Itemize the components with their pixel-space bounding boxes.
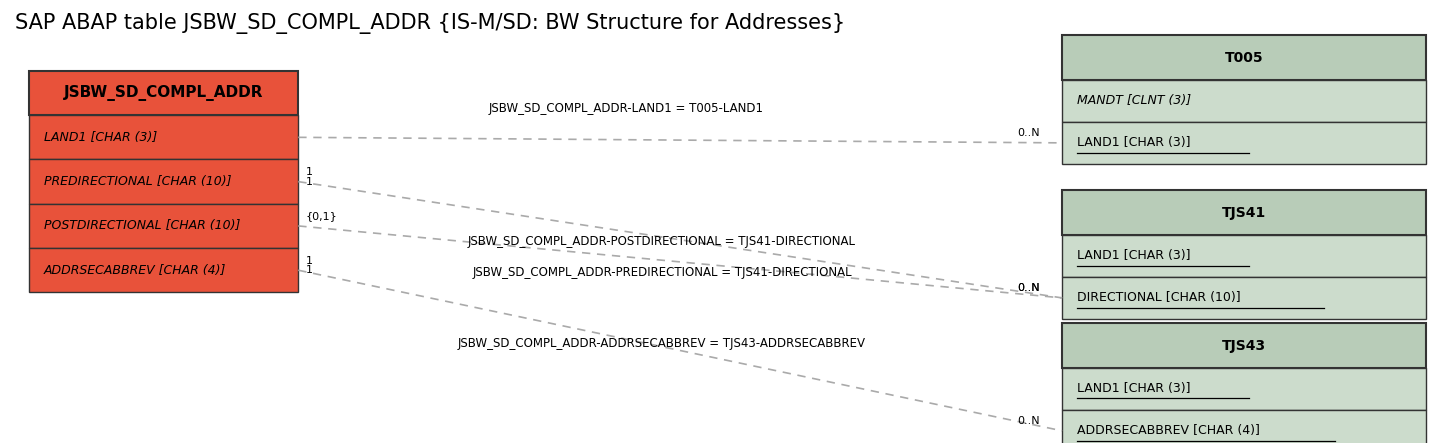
- Text: 0..N: 0..N: [1017, 416, 1040, 426]
- FancyBboxPatch shape: [29, 159, 298, 204]
- FancyBboxPatch shape: [29, 115, 298, 159]
- Text: JSBW_SD_COMPL_ADDR: JSBW_SD_COMPL_ADDR: [64, 85, 263, 101]
- Text: ADDRSECABBREV [CHAR (4)]: ADDRSECABBREV [CHAR (4)]: [1077, 424, 1260, 437]
- Text: 1: 1: [306, 265, 313, 275]
- Text: TJS43: TJS43: [1222, 338, 1266, 353]
- Text: 1: 1: [306, 256, 313, 266]
- FancyBboxPatch shape: [1062, 235, 1426, 277]
- Text: JSBW_SD_COMPL_ADDR-ADDRSECABBREV = TJS43-ADDRSECABBREV: JSBW_SD_COMPL_ADDR-ADDRSECABBREV = TJS43…: [458, 337, 866, 350]
- FancyBboxPatch shape: [1062, 80, 1426, 122]
- Text: LAND1 [CHAR (3)]: LAND1 [CHAR (3)]: [1077, 382, 1190, 395]
- FancyBboxPatch shape: [1062, 35, 1426, 80]
- FancyBboxPatch shape: [1062, 410, 1426, 443]
- Text: JSBW_SD_COMPL_ADDR-PREDIRECTIONAL = TJS41-DIRECTIONAL: JSBW_SD_COMPL_ADDR-PREDIRECTIONAL = TJS4…: [473, 266, 851, 279]
- Text: MANDT [CLNT (3)]: MANDT [CLNT (3)]: [1077, 94, 1190, 107]
- Text: 1: 1: [306, 167, 313, 177]
- Text: JSBW_SD_COMPL_ADDR-LAND1 = T005-LAND1: JSBW_SD_COMPL_ADDR-LAND1 = T005-LAND1: [487, 102, 764, 115]
- FancyBboxPatch shape: [29, 248, 298, 292]
- Text: 1: 1: [306, 177, 313, 187]
- Text: LAND1 [CHAR (3)]: LAND1 [CHAR (3)]: [44, 131, 157, 144]
- Text: ADDRSECABBREV [CHAR (4)]: ADDRSECABBREV [CHAR (4)]: [44, 264, 226, 277]
- FancyBboxPatch shape: [29, 71, 298, 115]
- Text: 0..N: 0..N: [1017, 284, 1040, 293]
- Text: LAND1 [CHAR (3)]: LAND1 [CHAR (3)]: [1077, 249, 1190, 262]
- FancyBboxPatch shape: [1062, 190, 1426, 235]
- Text: T005: T005: [1225, 51, 1263, 65]
- FancyBboxPatch shape: [1062, 122, 1426, 164]
- Text: SAP ABAP table JSBW_SD_COMPL_ADDR {IS-M/SD: BW Structure for Addresses}: SAP ABAP table JSBW_SD_COMPL_ADDR {IS-M/…: [15, 13, 845, 34]
- Text: DIRECTIONAL [CHAR (10)]: DIRECTIONAL [CHAR (10)]: [1077, 291, 1240, 304]
- FancyBboxPatch shape: [29, 204, 298, 248]
- Text: PREDIRECTIONAL [CHAR (10)]: PREDIRECTIONAL [CHAR (10)]: [44, 175, 231, 188]
- Text: TJS41: TJS41: [1222, 206, 1266, 220]
- Text: {0,1}: {0,1}: [306, 211, 338, 222]
- FancyBboxPatch shape: [1062, 277, 1426, 319]
- Text: 0..N: 0..N: [1017, 284, 1040, 293]
- Text: JSBW_SD_COMPL_ADDR-POSTDIRECTIONAL = TJS41-DIRECTIONAL: JSBW_SD_COMPL_ADDR-POSTDIRECTIONAL = TJS…: [469, 235, 856, 248]
- FancyBboxPatch shape: [1062, 368, 1426, 410]
- Text: 0..N: 0..N: [1017, 128, 1040, 138]
- Text: LAND1 [CHAR (3)]: LAND1 [CHAR (3)]: [1077, 136, 1190, 149]
- FancyBboxPatch shape: [1062, 323, 1426, 368]
- Text: POSTDIRECTIONAL [CHAR (10)]: POSTDIRECTIONAL [CHAR (10)]: [44, 219, 240, 233]
